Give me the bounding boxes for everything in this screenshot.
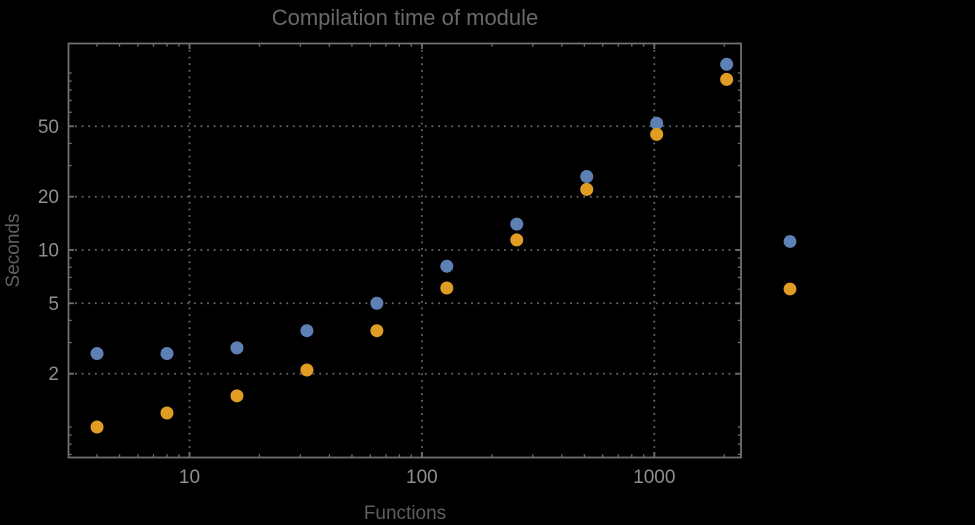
data-point-series-2-orange xyxy=(90,420,104,434)
x-tick-label: 100 xyxy=(406,467,438,488)
legend-markers xyxy=(783,235,797,296)
data-point-series-1-blue xyxy=(160,347,174,361)
data-point-series-1-blue xyxy=(510,217,524,231)
y-tick-label: 2 xyxy=(48,364,59,385)
data-point-series-2-orange xyxy=(300,363,314,377)
frame-rect xyxy=(67,42,742,459)
data-point-series-2-orange xyxy=(440,281,454,295)
plot-frame xyxy=(67,42,742,459)
data-point-series-2-orange xyxy=(720,72,734,86)
data-point-series-2-orange xyxy=(230,389,244,403)
gridlines xyxy=(68,43,741,458)
data-point-series-1-blue xyxy=(440,259,454,273)
data-point-series-1-blue xyxy=(650,116,664,130)
data-point-series-2-orange xyxy=(510,233,524,247)
data-point-series-2-orange xyxy=(580,182,594,196)
data-point-series-2-orange xyxy=(650,127,664,141)
y-tick-label: 20 xyxy=(38,187,59,208)
x-tick-label: 10 xyxy=(179,467,200,488)
x-axis-label: Functions xyxy=(364,503,446,524)
data-point-series-1-blue xyxy=(370,296,384,310)
y-tick-labels: 2 5 10 20 50 xyxy=(38,117,59,385)
legend-marker-2 xyxy=(783,282,797,296)
y-axis-label: Seconds xyxy=(3,214,24,288)
data-point-series-1-blue xyxy=(300,324,314,338)
data-point-series-1-blue xyxy=(230,341,244,355)
y-tick-label: 50 xyxy=(38,117,59,138)
x-tick-labels: 10 100 1000 xyxy=(179,467,676,488)
x-tick-label: 1000 xyxy=(633,467,675,488)
data-point-series-2-orange xyxy=(370,324,384,338)
data-points xyxy=(90,57,734,434)
data-point-series-1-blue xyxy=(720,57,734,71)
axis-ticks xyxy=(68,43,741,458)
legend-marker-1 xyxy=(783,235,797,248)
data-point-series-2-orange xyxy=(160,406,174,420)
data-point-series-1-blue xyxy=(580,170,594,184)
y-tick-label: 5 xyxy=(48,294,59,315)
chart-title: Compilation time of module xyxy=(272,5,539,30)
data-point-series-1-blue xyxy=(90,347,104,361)
y-tick-label: 10 xyxy=(38,241,59,262)
